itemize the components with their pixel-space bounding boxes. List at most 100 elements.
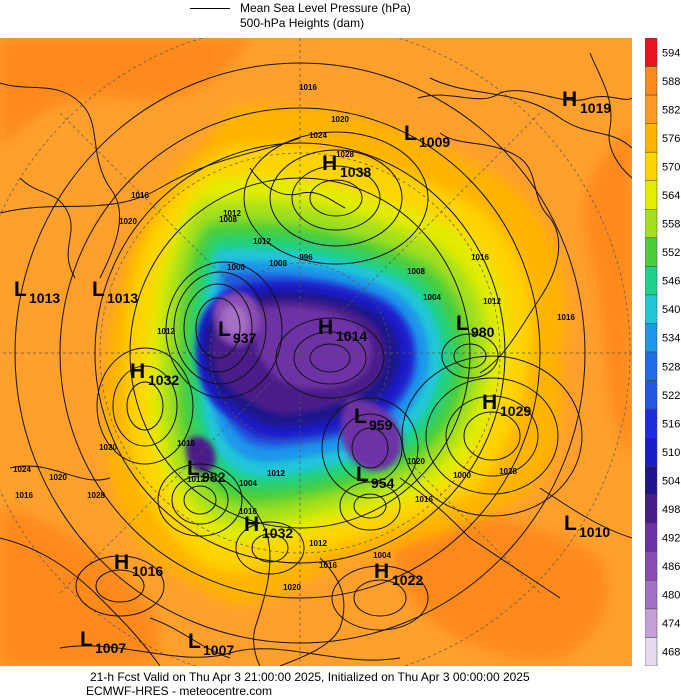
contour-value-label: 1016 [471, 253, 489, 262]
isobar [235, 521, 305, 575]
isobar [183, 485, 217, 515]
colorbar-tick-label: 552 [662, 247, 680, 259]
colorbar-swatch [645, 494, 658, 524]
isobar [429, 77, 632, 149]
system-letter: L [456, 312, 469, 335]
colorbar-swatch [645, 94, 658, 124]
colorbar-swatch [645, 123, 658, 153]
system-letter: H [318, 316, 333, 339]
system-pressure-value: 1032 [148, 372, 179, 388]
high-pressure-marker: H 1016 [114, 551, 163, 579]
contour-value-label: 1020 [407, 457, 425, 466]
colorbar-swatch [645, 351, 658, 381]
colorbar-swatch [645, 180, 658, 210]
isobar [539, 487, 632, 539]
system-letter: L [354, 405, 367, 428]
isobar [126, 381, 164, 431]
isobar [309, 343, 351, 373]
colorbar-tick-label: 558 [662, 219, 680, 231]
contour-value-label: 1024 [13, 465, 31, 474]
system-letter: L [80, 628, 93, 651]
system-pressure-value: 1007 [95, 640, 126, 656]
low-pressure-marker: L 980 [456, 312, 495, 340]
colorbar-swatch [645, 151, 658, 181]
colorbar-swatch [645, 637, 658, 666]
isobar [94, 142, 506, 564]
system-pressure-value: 1014 [336, 328, 367, 344]
low-pressure-marker: L 1007 [188, 630, 234, 658]
isobar [309, 179, 363, 217]
legend-heights-label: 500-hPa Heights (dam) [240, 16, 365, 30]
isobar [463, 411, 521, 461]
isobar [331, 565, 429, 631]
contour-value-label: 1012 [157, 327, 175, 336]
contour-value-label: 1004 [373, 551, 391, 560]
system-letter: L [356, 463, 369, 486]
colorbar-tick-label: 528 [662, 361, 680, 373]
contour-value-label: 1016 [319, 561, 337, 570]
low-pressure-marker: L 1010 [564, 512, 610, 540]
contour-value-label: 1012 [253, 237, 271, 246]
contour-value-label: 1000 [453, 471, 471, 480]
isobar [269, 149, 403, 247]
colorbar-tick-label: 594 [662, 47, 680, 59]
contour-value-label: 1028 [87, 491, 105, 500]
colorbar-tick-label: 576 [662, 133, 680, 145]
system-pressure-value: 1009 [419, 134, 450, 150]
isobar [243, 131, 429, 265]
contour-value-label: 1028 [499, 467, 517, 476]
colorbar-swatch [645, 209, 658, 239]
system-pressure-value: 980 [471, 324, 495, 340]
contour-value-label: 1020 [283, 583, 301, 592]
colorbar-tick-label: 504 [662, 475, 680, 487]
isobar [321, 397, 419, 499]
isobar [59, 107, 541, 599]
system-letter: L [188, 630, 201, 653]
colorbar-swatch [645, 66, 658, 96]
system-pressure-value: 1013 [29, 290, 60, 306]
system-pressure-value: 982 [202, 469, 226, 485]
contour-value-label: 1012 [309, 539, 327, 548]
system-letter: L [404, 122, 417, 145]
valid-time-caption: 21-h Fcst Valid on Thu Apr 3 21:00:00 20… [90, 670, 530, 684]
isobar [275, 317, 385, 399]
system-pressure-value: 1013 [107, 290, 138, 306]
isobar [171, 475, 229, 525]
isobar [401, 355, 583, 517]
isobar [183, 283, 253, 373]
high-pressure-marker: H 1032 [130, 360, 179, 388]
legend-line-swatch [190, 8, 230, 9]
low-pressure-marker: L 1013 [92, 278, 138, 306]
isobar [251, 533, 289, 563]
colorbar-tick-label: 582 [662, 104, 680, 116]
colorbar-tick-label: 546 [662, 276, 680, 288]
contour-value-label: 1028 [336, 150, 354, 159]
contour-value-label: 1012 [223, 209, 241, 218]
contour-value-label: 1024 [309, 131, 327, 140]
height-colorbar: 594 588 582 576 570 564 558 552 546 540 534 528 522 5… [645, 38, 680, 666]
system-letter: L [187, 457, 200, 480]
system-letter: H [244, 513, 259, 536]
low-pressure-marker: L 1007 [80, 628, 126, 656]
system-pressure-value: 1019 [580, 100, 611, 116]
isobar [9, 465, 111, 481]
colorbar-swatch [645, 465, 658, 495]
colorbar-swatch [645, 380, 658, 410]
contour-value-label: 1004 [423, 293, 441, 302]
contour-value-label: 1008 [269, 259, 287, 268]
isobar [353, 579, 407, 617]
contour-value-label: 1020 [99, 443, 117, 452]
low-pressure-marker: L 954 [356, 463, 395, 491]
contour-value-label: 1008 [219, 215, 237, 224]
contour-value-label: 1000 [227, 263, 245, 272]
system-pressure-value: 1032 [262, 525, 293, 541]
lat-lon-grid [0, 38, 632, 666]
contour-value-label: 1008 [407, 267, 425, 276]
isobar [293, 331, 367, 385]
colorbar-swatch [645, 38, 658, 67]
colorbar-tick-label: 516 [662, 418, 680, 430]
colorbar-tick-label: 534 [662, 333, 680, 345]
